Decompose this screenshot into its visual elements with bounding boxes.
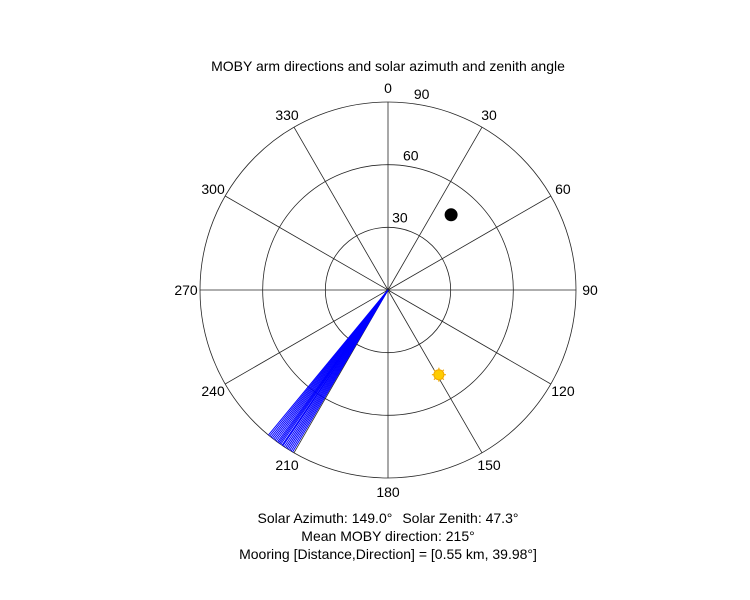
spoke-330	[293, 126, 389, 291]
mean-direction-text: Mean MOBY direction: 215°	[301, 528, 475, 544]
angle-tick-label: 120	[551, 383, 575, 399]
angle-tick-label: 300	[201, 181, 225, 197]
angle-tick-label: 0	[384, 80, 392, 96]
spoke-60	[387, 195, 552, 291]
solar-caption: Solar Azimuth: 149.0° Solar Zenith: 47.3°	[0, 510, 750, 526]
angle-tick-label: 60	[555, 181, 571, 197]
sun-marker	[431, 367, 446, 382]
ring-90	[199, 101, 577, 479]
radial-tick-label: 30	[392, 209, 408, 225]
radial-tick-label: 90	[414, 86, 430, 102]
tick-labels: 0 30 60 90 120 150 180 210 240 270 300 330 30 60 90	[174, 80, 598, 500]
polar-grid	[199, 101, 577, 479]
angle-tick-label: 270	[174, 282, 198, 298]
angle-tick-label: 90	[582, 282, 598, 298]
ring-60	[262, 164, 514, 416]
spoke-120	[387, 289, 552, 385]
solar-zenith-text: Solar Zenith: 47.3°	[402, 510, 519, 526]
radial-tick-label: 60	[403, 148, 419, 164]
direction-marker	[444, 208, 458, 222]
angle-tick-label: 210	[275, 457, 299, 473]
spoke-300	[224, 195, 389, 291]
angle-tick-label: 180	[376, 484, 400, 500]
angle-tick-label: 240	[201, 383, 225, 399]
markers	[431, 208, 458, 382]
chart-title: MOBY arm directions and solar azimuth an…	[211, 58, 565, 74]
angle-tick-label: 150	[477, 457, 501, 473]
ring-30	[324, 226, 452, 354]
spoke-240	[224, 289, 389, 385]
solar-azimuth-text: Solar Azimuth: 149.0°	[257, 510, 393, 526]
angle-tick-label: 30	[481, 107, 497, 123]
arm-lines	[268, 289, 389, 453]
spoke-30	[387, 126, 483, 291]
arm-line	[268, 289, 389, 436]
angle-tick-label: 330	[275, 107, 299, 123]
mooring-text: Mooring [Distance,Direction] = [0.55 km,…	[239, 546, 537, 562]
